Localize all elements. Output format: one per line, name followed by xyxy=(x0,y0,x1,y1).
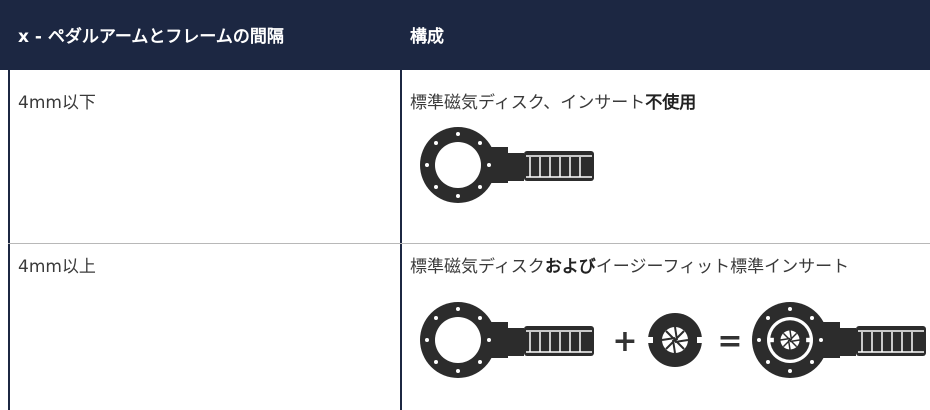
border xyxy=(8,70,10,410)
bold-text: 不使用 xyxy=(645,93,697,113)
header-cell: 構成 xyxy=(410,27,444,47)
operator: = xyxy=(717,324,742,359)
text: 標準磁気ディスク xyxy=(410,257,545,277)
bold-text: および xyxy=(544,257,596,277)
table-cell: 標準磁気ディスク、インサート不使用 xyxy=(410,88,696,113)
table-cell: 4mm以上 xyxy=(18,257,96,277)
table-cell: 標準磁気ディスクおよびイージーフィット標準インサート xyxy=(410,252,849,277)
text: イージーフィット標準インサート xyxy=(595,257,850,277)
header-cell: x - ペダルアームとフレームの間隔 xyxy=(18,27,284,47)
border xyxy=(400,70,402,410)
operator: + xyxy=(612,324,637,359)
text: 標準磁気ディスク、インサート xyxy=(410,93,646,113)
table-header: x - ペダルアームとフレームの間隔 構成 xyxy=(0,0,930,70)
disk-icon xyxy=(418,125,598,205)
row-divider xyxy=(8,243,930,244)
combination-diagram: + = xyxy=(419,301,927,379)
table-cell: 4mm以下 xyxy=(18,93,96,113)
